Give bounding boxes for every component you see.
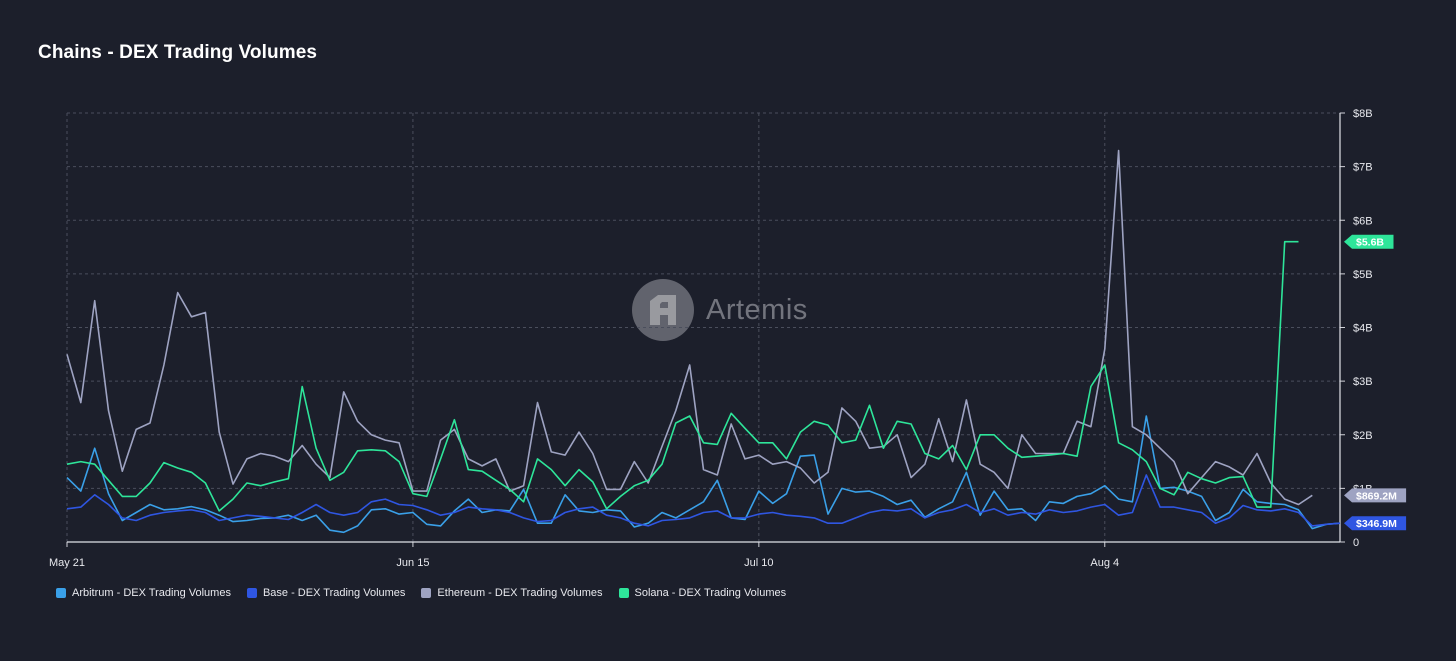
legend: Arbitrum - DEX Trading Volumes Base - DEX… (56, 587, 786, 599)
legend-label: Ethereum - DEX Trading Volumes (437, 587, 603, 599)
last-value-label: $346.9M (1356, 518, 1397, 530)
y-tick-label: $4B (1353, 323, 1373, 335)
series-line-ethereum (66, 149, 1313, 506)
legend-label: Solana - DEX Trading Volumes (634, 587, 787, 599)
series-line-arbitrum (66, 415, 1341, 534)
y-tick-label: $3B (1353, 376, 1373, 388)
artemis-logo-icon (632, 279, 694, 341)
legend-swatch (56, 588, 66, 598)
series-lines (66, 149, 1341, 534)
last-value-label: $869.2M (1356, 490, 1397, 502)
watermark: Artemis (632, 279, 808, 341)
chart-title: Chains - DEX Trading Volumes (38, 42, 318, 63)
y-tick-label: $5B (1353, 269, 1373, 281)
y-tick-label: $6B (1353, 215, 1373, 227)
legend-label: Base - DEX Trading Volumes (262, 587, 406, 599)
watermark-text: Artemis (706, 293, 808, 326)
last-value-tag-ethereum: $869.2M (1344, 488, 1407, 503)
x-tick-label: Jun 15 (396, 557, 429, 569)
legend-item-ethereum[interactable]: Ethereum - DEX Trading Volumes (421, 587, 603, 599)
legend-label: Arbitrum - DEX Trading Volumes (72, 587, 231, 599)
x-tick-label: Aug 4 (1090, 557, 1119, 569)
legend-item-base[interactable]: Base - DEX Trading Volumes (246, 587, 406, 599)
y-tick-label: $2B (1353, 430, 1373, 442)
y-tick-label: $8B (1353, 108, 1373, 120)
x-tick-label: May 21 (49, 557, 85, 569)
last-value-tag-base: $346.9M (1344, 516, 1407, 531)
y-tick-label: $7B (1353, 162, 1373, 174)
last-value-labels: $346.9M $869.2M $5.6B (1344, 234, 1407, 531)
series-line-solana (66, 240, 1299, 512)
y-tick-label: 0 (1353, 537, 1359, 549)
legend-item-solana[interactable]: Solana - DEX Trading Volumes (618, 587, 787, 599)
series-line-base (66, 474, 1341, 527)
legend-swatch (246, 588, 257, 598)
legend-item-arbitrum[interactable]: Arbitrum - DEX Trading Volumes (56, 587, 231, 599)
legend-swatch (618, 588, 629, 598)
x-tick-label: Jul 10 (744, 557, 773, 569)
grid (66, 112, 1340, 542)
legend-swatch (421, 588, 432, 598)
last-value-label: $5.6B (1356, 237, 1384, 249)
last-value-tag-solana: $5.6B (1344, 234, 1394, 249)
